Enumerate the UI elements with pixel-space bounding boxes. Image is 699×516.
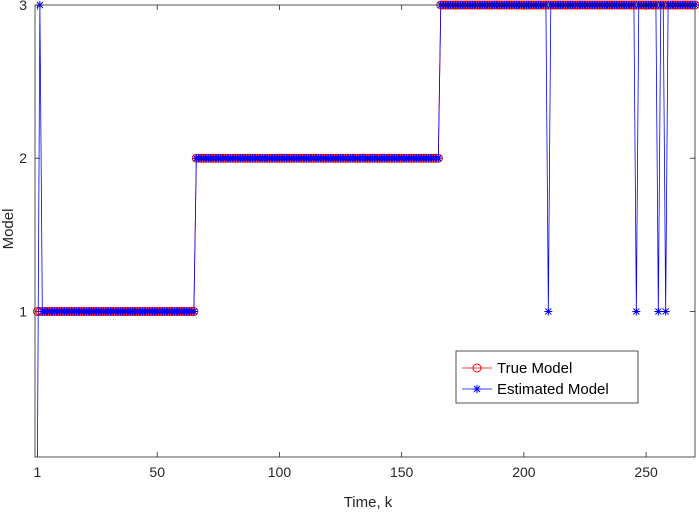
- estimated-model-marker: [544, 307, 553, 316]
- legend-marker: [472, 363, 482, 373]
- legend-item-estimated-model: Estimated Model: [462, 381, 609, 398]
- y-tick-label: 1: [19, 303, 27, 319]
- legend: True Model Estimated Model: [455, 350, 639, 404]
- y-tick-label: 2: [19, 150, 27, 166]
- x-tick-label: 1: [34, 464, 42, 480]
- legend-item-true-model: True Model: [462, 360, 572, 377]
- x-axis-label: Time, k: [344, 494, 393, 511]
- x-tick-label: 100: [268, 464, 292, 480]
- x-tick-label: 50: [149, 464, 165, 480]
- x-tick-label: 200: [512, 464, 536, 480]
- estimated-model-marker: [189, 307, 198, 316]
- legend-label: True Model: [497, 360, 572, 377]
- plot-frame: [34, 4, 696, 458]
- legend-marker: [473, 385, 481, 393]
- y-tick-label: 3: [19, 0, 27, 13]
- estimated-model-marker: [632, 307, 641, 316]
- y-axis-label: Model: [0, 209, 17, 250]
- x-tick-label: 250: [634, 464, 658, 480]
- x-tick-label: 150: [390, 464, 414, 480]
- legend-box: [455, 350, 639, 404]
- estimated-model-marker: [661, 307, 670, 316]
- estimated-model-marker: [434, 154, 443, 163]
- estimated-model-marker: [654, 307, 663, 316]
- legend-label: Estimated Model: [497, 381, 609, 398]
